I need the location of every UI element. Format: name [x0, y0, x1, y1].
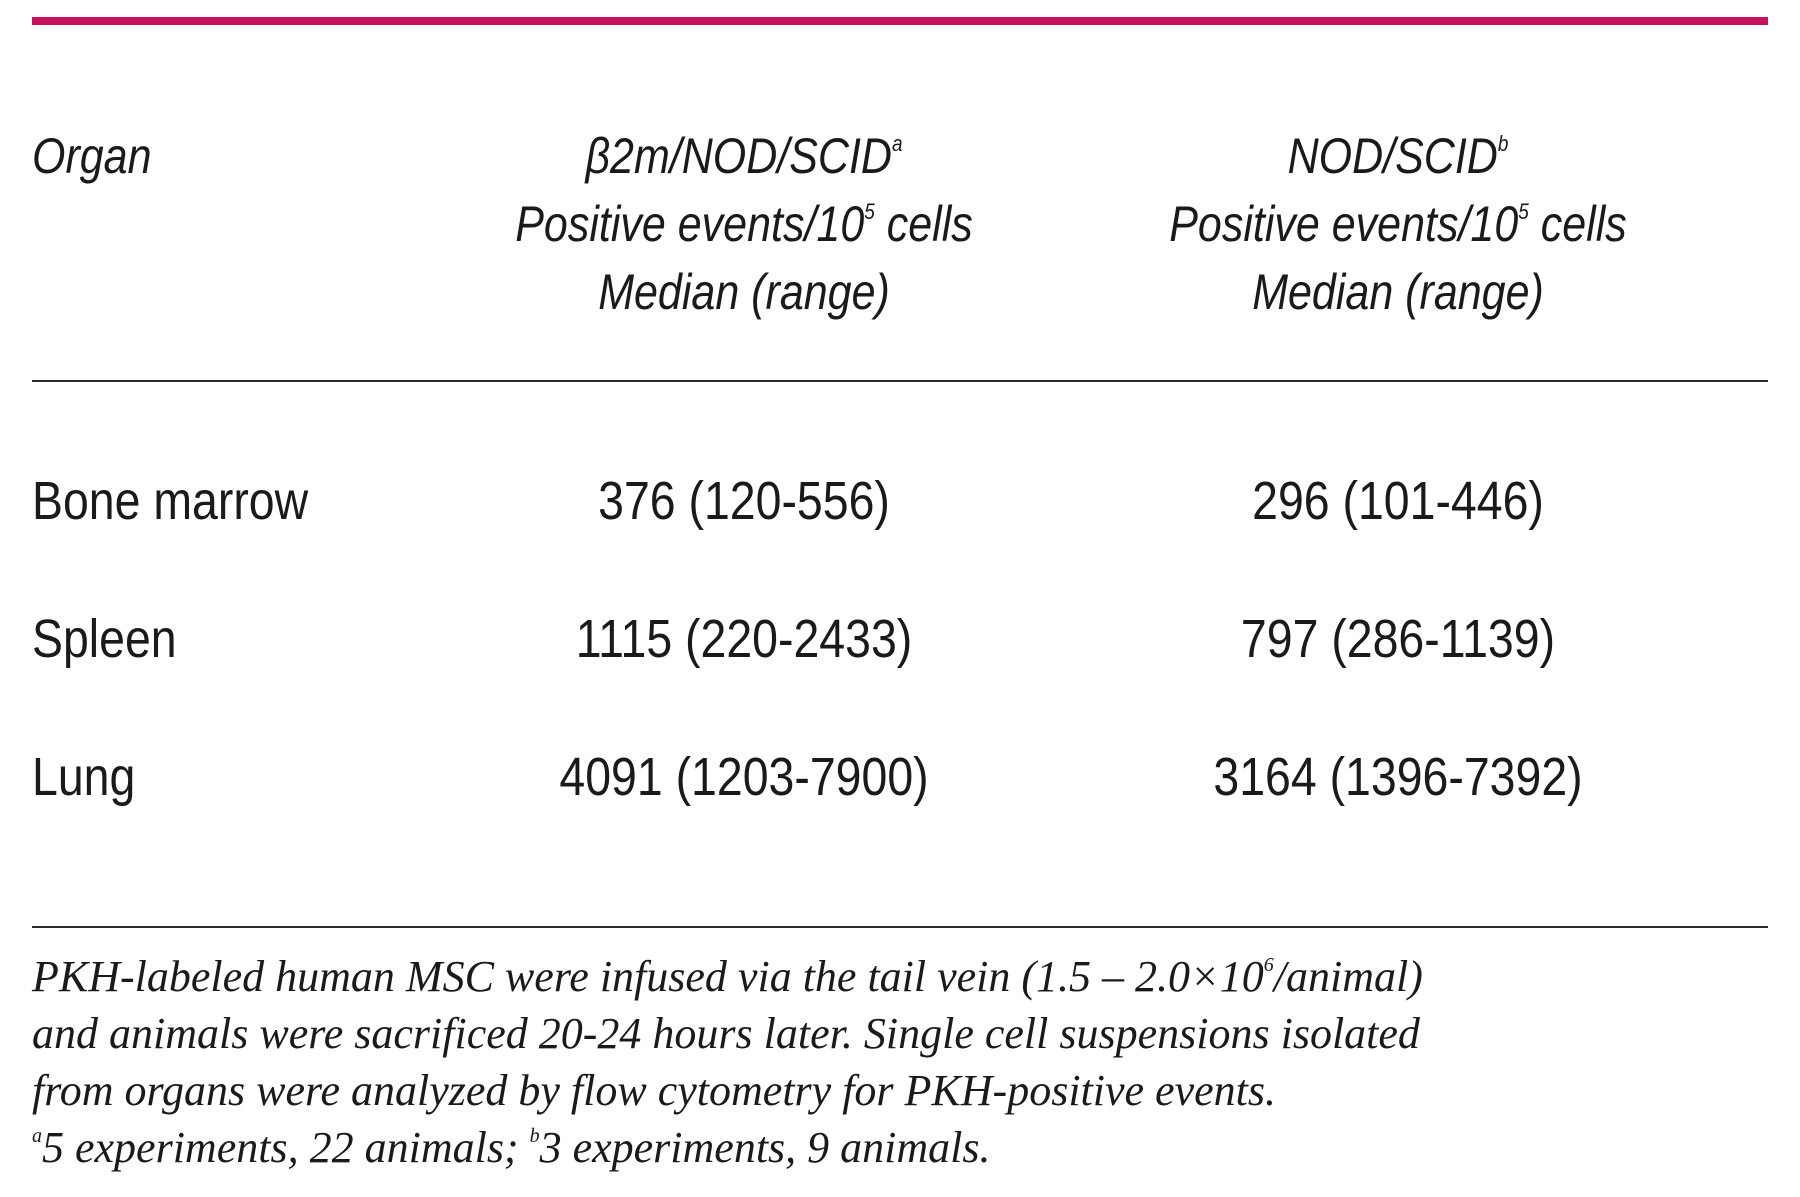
footnote-line-1-pre: PKH-labeled human MSC were infused via t… — [32, 952, 1264, 1001]
header-b2m-unit-pre: Positive events/10 — [515, 196, 865, 252]
header-b2m-strain-sup: a — [891, 131, 903, 156]
top-rule — [32, 17, 1768, 25]
row-b2m-value: 4091 (1203-7900) — [559, 747, 929, 807]
row-nod-value: 296 (101-446) — [1252, 471, 1544, 531]
row-organ: Spleen — [32, 609, 177, 669]
row-organ: Bone marrow — [32, 471, 309, 531]
footnote-line-1-sup: 6 — [1263, 954, 1274, 976]
footnote-line-1-post: /animal) — [1273, 952, 1423, 1001]
header-b2m-stat: Median (range) — [598, 264, 890, 320]
row-b2m-value: 1115 (220-2433) — [575, 609, 913, 669]
header-nod-strain-sup: b — [1497, 131, 1509, 156]
header-nod-scid: NOD/SCIDb Positive events/105 cells Medi… — [1071, 122, 1725, 326]
footnote-marker-a: a — [32, 1125, 42, 1147]
footer-divider — [32, 926, 1768, 928]
header-nod-unit-pre: Positive events/10 — [1169, 196, 1519, 252]
footnote-a-text: 5 experiments, 22 animals; — [42, 1123, 530, 1172]
header-nod-unit-sup: 5 — [1518, 199, 1529, 224]
footnote-b-text: 3 experiments, 9 animals. — [539, 1123, 991, 1172]
header-nod-strain: NOD/SCIDb — [1071, 122, 1725, 190]
table-footnote: PKH-labeled human MSC were infused via t… — [32, 948, 1792, 1176]
footnote-line-2: and animals were sacrificed 20-24 hours … — [32, 1009, 1420, 1058]
header-organ: Organ — [32, 128, 152, 184]
row-nod-value: 3164 (1396-7392) — [1213, 747, 1583, 807]
header-b2m-unit: Positive events/105 cells — [417, 190, 1071, 258]
header-nod-unit-post: cells — [1528, 196, 1627, 252]
header-b2m-unit-sup: 5 — [864, 199, 875, 224]
table-row: Spleen 1115 (220-2433) 797 (286-1139) — [0, 604, 1800, 674]
header-b2m-unit-post: cells — [874, 196, 973, 252]
header-nod-stat: Median (range) — [1252, 264, 1544, 320]
table-row: Bone marrow 376 (120-556) 296 (101-446) — [0, 466, 1800, 536]
footnote-marker-b: b — [529, 1125, 540, 1147]
header-divider — [32, 380, 1768, 382]
header-nod-unit: Positive events/105 cells — [1071, 190, 1725, 258]
footnote-line-4: a5 experiments, 22 animals; b3 experimen… — [32, 1119, 1792, 1176]
row-organ: Lung — [32, 747, 136, 807]
header-b2m-strain-text: β2m/NOD/SCID — [585, 128, 892, 184]
row-b2m-value: 376 (120-556) — [598, 471, 890, 531]
table-row: Lung 4091 (1203-7900) 3164 (1396-7392) — [0, 742, 1800, 812]
footnote-line-1: PKH-labeled human MSC were infused via t… — [32, 948, 1792, 1005]
header-b2m-nod-scid: β2m/NOD/SCIDa Positive events/105 cells … — [417, 122, 1071, 326]
row-nod-value: 797 (286-1139) — [1240, 609, 1556, 669]
header-b2m-strain: β2m/NOD/SCIDa — [417, 122, 1071, 190]
footnote-line-3: from organs were analyzed by flow cytome… — [32, 1066, 1276, 1115]
header-nod-strain-text: NOD/SCID — [1287, 128, 1498, 184]
